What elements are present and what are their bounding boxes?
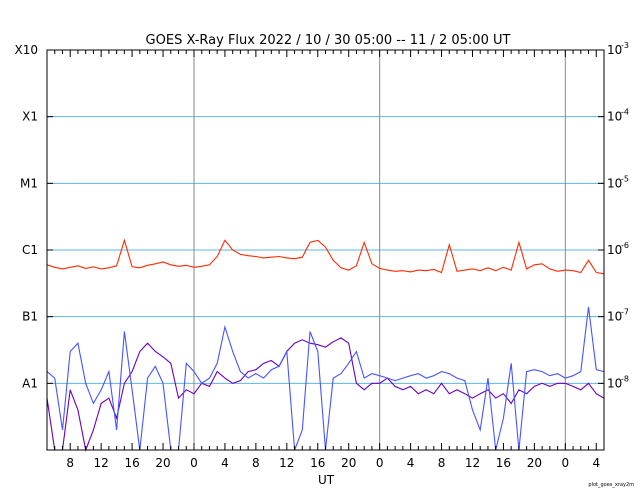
right-axis-labels: 10-310-410-510-610-710-8 (598, 41, 629, 390)
left-axis-label: X1 (22, 110, 38, 124)
x-tick-label: 16 (310, 456, 325, 470)
left-axis-label: C1 (22, 243, 38, 257)
right-axis-label: 10 (607, 243, 622, 257)
x-tick-label: 8 (438, 456, 446, 470)
x-tick-label: 20 (341, 456, 356, 470)
x-tick-label: 0 (376, 456, 384, 470)
left-axis-label: M1 (20, 176, 38, 190)
x-tick-label: 4 (221, 456, 229, 470)
right-axis-exponent: -5 (621, 174, 629, 183)
x-tick-label: 20 (155, 456, 170, 470)
x-tick-label: 8 (66, 456, 74, 470)
right-axis-exponent: -4 (621, 108, 629, 117)
left-axis-labels: X10 X1 M1 C1 B1 A1 (15, 43, 53, 390)
series-line (46, 337, 605, 452)
x-axis-label: UT (318, 473, 335, 487)
left-axis-label: X10 (15, 43, 39, 57)
right-axis-exponent: -6 (621, 241, 629, 250)
right-axis-label: 10 (607, 376, 622, 390)
right-axis-exponent: -3 (621, 41, 629, 50)
x-tick-label: 16 (124, 456, 139, 470)
x-tick-label: 16 (496, 456, 511, 470)
left-axis-label: B1 (22, 310, 38, 324)
flux-series (46, 238, 605, 452)
x-tick-label: 0 (561, 456, 569, 470)
x-tick-label: 12 (94, 456, 109, 470)
right-axis-exponent: -8 (621, 374, 629, 383)
right-axis-label: 10 (607, 43, 622, 57)
right-axis-exponent: -7 (621, 308, 629, 317)
footnote: plot_goes_xray2m (588, 482, 634, 488)
grid (47, 116, 604, 384)
x-tick-label: 8 (252, 456, 260, 470)
left-axis-label: A1 (22, 376, 38, 390)
x-tick-label: 4 (407, 456, 415, 470)
x-tick-label: 4 (592, 456, 600, 470)
x-tick-label: 12 (465, 456, 480, 470)
right-axis-label: 10 (607, 310, 622, 324)
right-axis-label: 10 (607, 176, 622, 190)
x-tick-label: 0 (190, 456, 198, 470)
right-axis-label: 10 (607, 110, 622, 124)
x-tick-label: 12 (279, 456, 294, 470)
x-tick-label: 20 (527, 456, 542, 470)
series-line (46, 306, 605, 451)
x-axis-ticks: 8 12 16 20 0 4 8 12 16 20 0 4 8 12 16 20 0 4 (54, 50, 600, 470)
chart-title: GOES X-Ray Flux 2022 / 10 / 30 05:00 -- … (146, 33, 511, 48)
series-line (46, 238, 605, 275)
